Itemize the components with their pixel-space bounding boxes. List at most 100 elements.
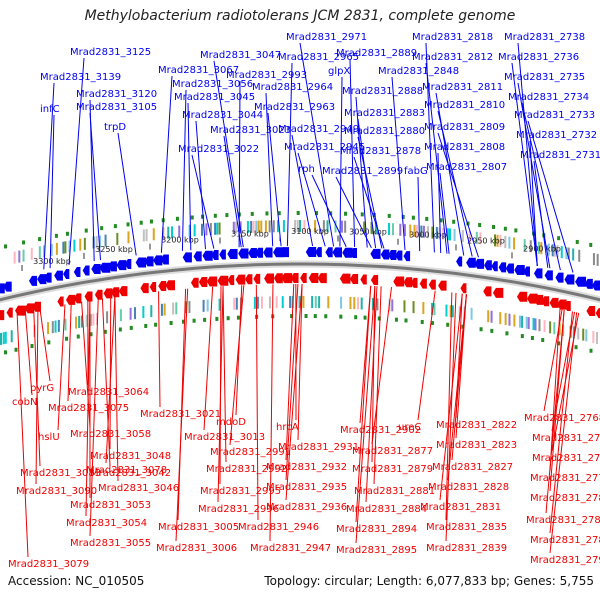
- forward-gene-label: Mrad2831_3105: [76, 102, 157, 113]
- forward-leader-line: [355, 96, 368, 248]
- reverse-gene-arrow: [281, 273, 293, 284]
- reverse-marker: [14, 347, 18, 352]
- forward-marker: [557, 236, 561, 241]
- reverse-feature-stripe: [577, 327, 580, 340]
- forward-marker: [113, 224, 117, 229]
- reverse-gene-arrow: [217, 275, 229, 286]
- forward-gene-label: Mrad2831_2848: [378, 66, 459, 77]
- reverse-gene-arrow: [393, 276, 405, 287]
- reverse-feature-stripe: [163, 303, 166, 316]
- forward-feature-stripe: [438, 227, 441, 240]
- reverse-gene-label: Mrad2831_2931: [278, 442, 359, 453]
- forward-marker: [478, 223, 482, 228]
- forward-gene-arrow: [514, 264, 525, 275]
- forward-feature-stripe: [553, 244, 556, 257]
- forward-feature-stripe: [264, 220, 267, 233]
- reverse-feature-stripe: [2, 332, 5, 345]
- reverse-marker: [154, 322, 158, 327]
- reverse-feature-stripe: [504, 313, 507, 326]
- reverse-feature-stripe: [289, 296, 292, 309]
- forward-feature-stripe: [370, 221, 373, 234]
- reverse-gene-label: Mrad2831_2790: [530, 555, 600, 566]
- reverse-feature-stripe: [360, 297, 363, 310]
- forward-gene-label: Mrad2831_2738: [504, 32, 585, 43]
- forward-gene-arrow: [305, 247, 317, 258]
- reverse-gene-arrow: [549, 297, 559, 308]
- reverse-feature-stripe: [449, 305, 452, 318]
- reverse-feature-stripe: [85, 314, 88, 327]
- forward-gene-arrow: [280, 247, 290, 258]
- forward-feature-stripe: [276, 220, 279, 233]
- reverse-marker: [505, 331, 509, 336]
- forward-feature-stripe: [252, 220, 255, 233]
- reverse-feature-stripe: [78, 316, 81, 329]
- reverse-feature-stripe: [314, 296, 317, 309]
- reverse-marker: [144, 323, 148, 328]
- forward-gene-arrow: [202, 250, 213, 261]
- reverse-feature-stripe: [422, 302, 425, 315]
- reverse-gene-arrow: [84, 291, 93, 302]
- reverse-leader-line: [445, 292, 457, 542]
- forward-feature-stripe: [322, 220, 325, 233]
- reverse-gene-label: Mrad2831_2935: [266, 482, 347, 493]
- forward-marker: [439, 218, 443, 223]
- reverse-feature-stripe: [57, 319, 60, 332]
- forward-feature-stripe: [415, 225, 418, 238]
- forward-feature-stripe: [556, 245, 559, 258]
- forward-marker: [126, 222, 130, 227]
- forward-feature-stripe: [409, 224, 412, 237]
- forward-feature-stripe: [567, 247, 570, 260]
- forward-gene-label: glpX: [328, 66, 350, 77]
- forward-feature-stripe: [282, 220, 285, 233]
- reverse-feature-stripe: [311, 296, 314, 309]
- reverse-feature-stripe: [184, 301, 187, 314]
- forward-gene-label: Mrad2831_2888: [342, 86, 423, 97]
- forward-leader-line: [49, 114, 55, 269]
- forward-gene-label: Mrad2831_3023: [210, 125, 291, 136]
- reverse-gene-arrow: [235, 274, 246, 285]
- forward-gene-arrow: [474, 258, 485, 269]
- forward-feature-stripe: [18, 250, 21, 263]
- reverse-feature-stripe: [54, 320, 57, 333]
- forward-leader-line: [286, 62, 293, 247]
- scale-tick-label: 3200 kbp: [161, 236, 199, 245]
- reverse-leader-line: [177, 288, 187, 521]
- reverse-gene-arrow: [339, 273, 351, 284]
- scale-tick-label: 3150 kbp: [231, 229, 269, 238]
- forward-leader-line: [238, 80, 241, 248]
- forward-feature-stripe: [578, 249, 581, 262]
- reverse-gene-arrow: [564, 300, 571, 311]
- reverse-feature-stripe: [235, 297, 238, 310]
- leader-line-layer: [16, 42, 580, 558]
- forward-gene-arrow: [37, 274, 47, 285]
- reverse-marker: [377, 316, 381, 321]
- forward-gene-label: Mrad2831_2811: [422, 82, 503, 93]
- reverse-leader-line: [355, 285, 372, 523]
- forward-feature-stripe: [38, 246, 41, 259]
- reverse-gene-label: Mrad2831_2789: [530, 535, 600, 546]
- reverse-leader-line: [545, 309, 565, 514]
- backbone-ring: [0, 262, 600, 302]
- forward-gene-arrow: [248, 248, 257, 259]
- forward-feature-stripe: [145, 229, 148, 242]
- forward-gene-label: infC: [40, 104, 60, 115]
- forward-leader-line: [265, 92, 274, 247]
- forward-gene-arrow: [370, 248, 381, 259]
- reverse-feature-stripe: [10, 330, 13, 343]
- forward-feature-stripe: [193, 224, 196, 237]
- forward-gene-label: Mrad2831_3056: [172, 79, 253, 90]
- forward-gene-arrow: [403, 251, 411, 262]
- reverse-gene-label: Mrad2831_2783: [530, 493, 600, 504]
- forward-gene-arrow: [108, 261, 117, 272]
- reverse-gene-label: Mrad2831_3006: [156, 543, 237, 554]
- forward-gene-arrow: [211, 250, 219, 261]
- forward-gene-arrow: [255, 247, 264, 258]
- forward-feature-stripe: [83, 237, 86, 250]
- forward-feature-stripe: [413, 224, 416, 237]
- forward-leader-line: [117, 132, 137, 256]
- reverse-gene-label: ureC: [398, 422, 421, 433]
- reverse-marker: [169, 320, 173, 325]
- forward-gene-label: rph: [298, 164, 315, 175]
- reverse-gene-label: Mrad2831_2991: [210, 447, 291, 458]
- reverse-gene-arrow: [492, 287, 504, 298]
